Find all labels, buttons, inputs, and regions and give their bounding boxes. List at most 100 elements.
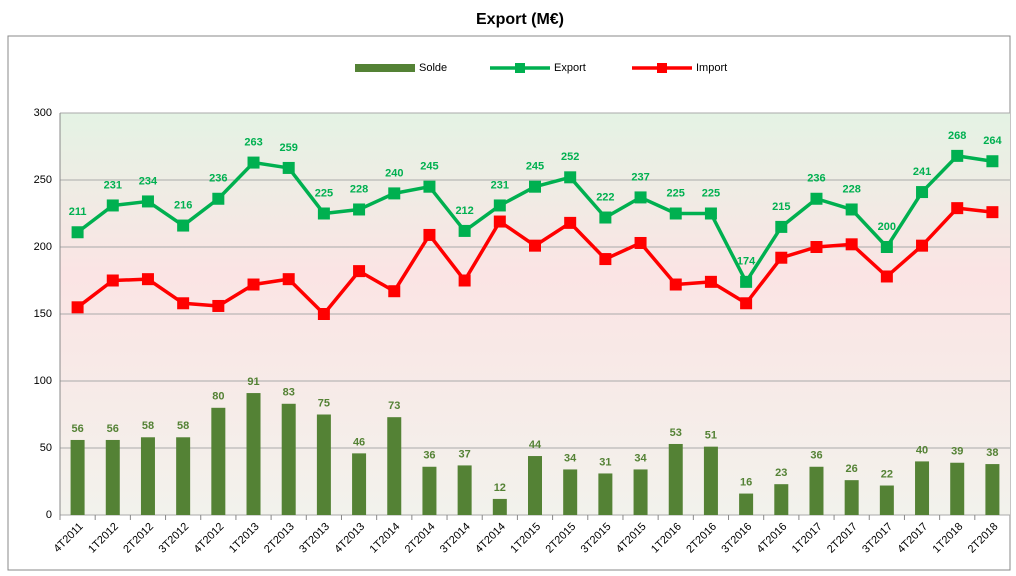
y-tick-label: 250 bbox=[34, 174, 52, 186]
bar bbox=[703, 446, 718, 515]
bar bbox=[950, 462, 965, 515]
marker bbox=[353, 203, 366, 216]
data-label: 245 bbox=[526, 161, 544, 173]
marker bbox=[423, 180, 436, 193]
data-label: 56 bbox=[107, 423, 119, 435]
marker bbox=[704, 275, 717, 288]
marker bbox=[177, 297, 190, 310]
data-label: 174 bbox=[737, 256, 756, 268]
marker bbox=[634, 191, 647, 204]
bar bbox=[140, 437, 155, 515]
marker bbox=[423, 228, 436, 241]
bar bbox=[422, 466, 437, 515]
data-label: 44 bbox=[529, 439, 542, 451]
marker bbox=[458, 224, 471, 237]
marker bbox=[282, 161, 295, 174]
data-label: 51 bbox=[705, 430, 717, 442]
legend-label: Export bbox=[554, 62, 586, 74]
marker bbox=[388, 285, 401, 298]
data-label: 58 bbox=[142, 420, 154, 432]
marker bbox=[916, 186, 929, 199]
marker bbox=[845, 203, 858, 216]
bar bbox=[176, 437, 191, 515]
marker bbox=[353, 265, 366, 278]
marker bbox=[880, 241, 893, 253]
data-label: 36 bbox=[423, 450, 435, 462]
bar bbox=[774, 484, 789, 515]
bar bbox=[563, 469, 578, 515]
y-tick-label: 200 bbox=[34, 241, 52, 253]
data-label: 228 bbox=[350, 183, 368, 195]
marker bbox=[810, 192, 823, 205]
bar bbox=[246, 393, 261, 515]
marker bbox=[986, 155, 999, 168]
marker bbox=[212, 299, 225, 312]
marker bbox=[106, 274, 119, 287]
data-label: 58 bbox=[177, 420, 189, 432]
bar bbox=[211, 407, 226, 515]
marker bbox=[704, 207, 717, 220]
legend-label: Import bbox=[696, 62, 727, 74]
bar bbox=[70, 439, 85, 515]
data-label: 73 bbox=[388, 400, 400, 412]
data-label: 240 bbox=[385, 167, 403, 179]
marker bbox=[951, 202, 964, 215]
bar bbox=[352, 453, 367, 515]
data-label: 231 bbox=[491, 179, 509, 191]
data-label: 80 bbox=[212, 391, 224, 403]
data-label: 200 bbox=[878, 221, 896, 233]
marker bbox=[493, 215, 506, 228]
bar bbox=[915, 461, 930, 515]
marker bbox=[458, 274, 471, 287]
bar bbox=[105, 439, 120, 515]
marker bbox=[71, 226, 84, 239]
bar bbox=[387, 417, 402, 515]
data-label: 212 bbox=[455, 205, 473, 217]
bar bbox=[281, 403, 296, 515]
marker bbox=[916, 239, 929, 252]
marker bbox=[212, 192, 225, 205]
data-label: 12 bbox=[494, 482, 506, 494]
marker bbox=[106, 199, 119, 212]
data-label: 225 bbox=[702, 187, 720, 199]
marker bbox=[529, 180, 541, 193]
marker bbox=[810, 241, 823, 253]
data-label: 234 bbox=[139, 175, 158, 187]
bar bbox=[492, 498, 507, 515]
marker bbox=[740, 275, 753, 288]
data-label: 75 bbox=[318, 397, 330, 409]
data-label: 26 bbox=[846, 463, 858, 475]
data-label: 259 bbox=[280, 142, 298, 154]
marker bbox=[247, 278, 260, 291]
y-tick-label: 0 bbox=[46, 509, 52, 521]
data-label: 263 bbox=[244, 136, 262, 148]
data-label: 23 bbox=[775, 467, 787, 479]
bar bbox=[985, 464, 1000, 515]
bar bbox=[316, 414, 331, 515]
bar bbox=[528, 456, 542, 515]
data-label: 264 bbox=[983, 135, 1002, 147]
data-label: 91 bbox=[247, 376, 259, 388]
bar bbox=[668, 443, 683, 515]
marker bbox=[986, 206, 999, 219]
bar bbox=[879, 485, 894, 515]
bar bbox=[844, 480, 859, 515]
data-label: 237 bbox=[631, 171, 649, 183]
data-label: 34 bbox=[564, 452, 577, 464]
marker bbox=[71, 301, 84, 314]
marker bbox=[845, 238, 858, 251]
data-label: 53 bbox=[670, 427, 682, 439]
marker bbox=[775, 251, 788, 264]
data-label: 268 bbox=[948, 130, 966, 142]
marker bbox=[282, 273, 295, 286]
y-tick-label: 50 bbox=[40, 442, 52, 454]
data-label: 40 bbox=[916, 444, 928, 456]
marker bbox=[317, 207, 330, 220]
marker bbox=[564, 216, 577, 229]
bar bbox=[739, 493, 754, 515]
data-label: 39 bbox=[951, 446, 963, 458]
marker bbox=[493, 199, 506, 212]
bar bbox=[809, 466, 824, 515]
